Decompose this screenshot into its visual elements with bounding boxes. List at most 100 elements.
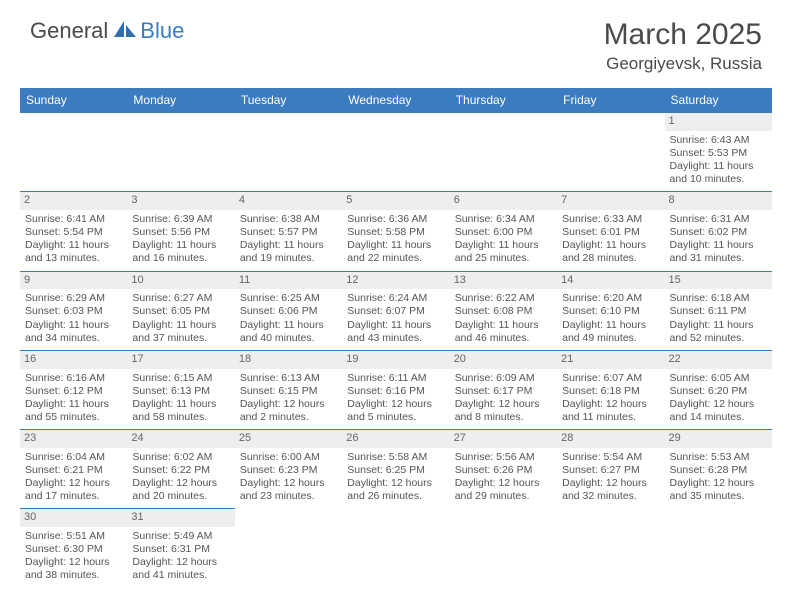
sunset-text: Sunset: 6:31 PM	[132, 543, 229, 556]
calendar-cell: 21Sunrise: 6:07 AMSunset: 6:18 PMDayligh…	[557, 350, 664, 429]
day-number: 3	[127, 192, 234, 210]
calendar-cell: 1Sunrise: 6:43 AMSunset: 5:53 PMDaylight…	[665, 113, 772, 192]
sunset-text: Sunset: 6:26 PM	[455, 464, 552, 477]
calendar-cell	[127, 113, 234, 192]
calendar-cell	[342, 509, 449, 588]
sunset-text: Sunset: 6:13 PM	[132, 385, 229, 398]
day-number: 12	[342, 272, 449, 290]
daylight-text: Daylight: 12 hours and 14 minutes.	[670, 398, 767, 424]
sunrise-text: Sunrise: 6:27 AM	[132, 292, 229, 305]
sail-icon	[112, 19, 138, 44]
sunrise-text: Sunrise: 6:36 AM	[347, 213, 444, 226]
day-number: 14	[557, 272, 664, 290]
sunrise-text: Sunrise: 6:05 AM	[670, 372, 767, 385]
calendar-cell: 23Sunrise: 6:04 AMSunset: 6:21 PMDayligh…	[20, 430, 127, 509]
day-number: 22	[665, 351, 772, 369]
daylight-text: Daylight: 12 hours and 41 minutes.	[132, 556, 229, 582]
calendar-cell: 25Sunrise: 6:00 AMSunset: 6:23 PMDayligh…	[235, 430, 342, 509]
sunrise-text: Sunrise: 5:49 AM	[132, 530, 229, 543]
sunset-text: Sunset: 6:00 PM	[455, 226, 552, 239]
calendar-cell: 15Sunrise: 6:18 AMSunset: 6:11 PMDayligh…	[665, 271, 772, 350]
daylight-text: Daylight: 11 hours and 28 minutes.	[562, 239, 659, 265]
day-number: 21	[557, 351, 664, 369]
day-number: 24	[127, 430, 234, 448]
calendar-cell: 5Sunrise: 6:36 AMSunset: 5:58 PMDaylight…	[342, 192, 449, 271]
daylight-text: Daylight: 11 hours and 16 minutes.	[132, 239, 229, 265]
calendar-cell	[557, 509, 664, 588]
day-number: 6	[450, 192, 557, 210]
weekday-header: Tuesday	[235, 88, 342, 113]
daylight-text: Daylight: 12 hours and 20 minutes.	[132, 477, 229, 503]
header: General Blue March 2025 Georgiyevsk, Rus…	[0, 0, 792, 82]
sunrise-text: Sunrise: 5:51 AM	[25, 530, 122, 543]
sunrise-text: Sunrise: 6:33 AM	[562, 213, 659, 226]
calendar-cell: 14Sunrise: 6:20 AMSunset: 6:10 PMDayligh…	[557, 271, 664, 350]
sunset-text: Sunset: 6:21 PM	[25, 464, 122, 477]
sunset-text: Sunset: 5:57 PM	[240, 226, 337, 239]
sunrise-text: Sunrise: 6:41 AM	[25, 213, 122, 226]
day-number: 11	[235, 272, 342, 290]
logo-text-general: General	[30, 18, 108, 44]
sunrise-text: Sunrise: 5:53 AM	[670, 451, 767, 464]
daylight-text: Daylight: 12 hours and 35 minutes.	[670, 477, 767, 503]
daylight-text: Daylight: 11 hours and 13 minutes.	[25, 239, 122, 265]
location: Georgiyevsk, Russia	[604, 54, 762, 74]
sunrise-text: Sunrise: 6:07 AM	[562, 372, 659, 385]
weekday-header: Monday	[127, 88, 234, 113]
sunset-text: Sunset: 5:58 PM	[347, 226, 444, 239]
daylight-text: Daylight: 11 hours and 34 minutes.	[25, 319, 122, 345]
sunrise-text: Sunrise: 6:04 AM	[25, 451, 122, 464]
daylight-text: Daylight: 12 hours and 26 minutes.	[347, 477, 444, 503]
calendar-cell	[342, 113, 449, 192]
calendar-cell: 4Sunrise: 6:38 AMSunset: 5:57 PMDaylight…	[235, 192, 342, 271]
daylight-text: Daylight: 12 hours and 38 minutes.	[25, 556, 122, 582]
title-block: March 2025 Georgiyevsk, Russia	[604, 18, 762, 74]
calendar-row: 23 Sunrise: 6:04 AMSunset: 6:21 PM Dayligh…	[20, 430, 772, 509]
calendar-cell: 29Sunrise: 5:53 AMSunset: 6:28 PMDayligh…	[665, 430, 772, 509]
day-number: 2	[20, 192, 127, 210]
sunset-text: Sunset: 6:06 PM	[240, 305, 337, 318]
day-number: 7	[557, 192, 664, 210]
calendar-cell: 28Sunrise: 5:54 AMSunset: 6:27 PMDayligh…	[557, 430, 664, 509]
daylight-text: Daylight: 11 hours and 40 minutes.	[240, 319, 337, 345]
sunset-text: Sunset: 6:05 PM	[132, 305, 229, 318]
day-number: 23	[20, 430, 127, 448]
daylight-text: Daylight: 12 hours and 23 minutes.	[240, 477, 337, 503]
day-number: 19	[342, 351, 449, 369]
sunset-text: Sunset: 6:18 PM	[562, 385, 659, 398]
daylight-text: Daylight: 11 hours and 22 minutes.	[347, 239, 444, 265]
logo: General Blue	[30, 18, 184, 44]
calendar-cell: 24Sunrise: 6:02 AMSunset: 6:22 PMDayligh…	[127, 430, 234, 509]
calendar-cell: 30Sunrise: 5:51 AMSunset: 6:30 PMDayligh…	[20, 509, 127, 588]
sunrise-text: Sunrise: 6:00 AM	[240, 451, 337, 464]
sunrise-text: Sunrise: 6:22 AM	[455, 292, 552, 305]
calendar-row: 9Sunrise: 6:29 AMSunset: 6:03 PMDaylight…	[20, 271, 772, 350]
calendar-cell: 11Sunrise: 6:25 AMSunset: 6:06 PMDayligh…	[235, 271, 342, 350]
sunrise-text: Sunrise: 6:38 AM	[240, 213, 337, 226]
calendar-row: 30Sunrise: 5:51 AMSunset: 6:30 PMDayligh…	[20, 509, 772, 588]
calendar-cell: 18Sunrise: 6:13 AMSunset: 6:15 PMDayligh…	[235, 350, 342, 429]
day-number: 8	[665, 192, 772, 210]
calendar-cell: 9Sunrise: 6:29 AMSunset: 6:03 PMDaylight…	[20, 271, 127, 350]
sunset-text: Sunset: 6:22 PM	[132, 464, 229, 477]
day-number: 27	[450, 430, 557, 448]
calendar-cell: 6Sunrise: 6:34 AMSunset: 6:00 PMDaylight…	[450, 192, 557, 271]
month-title: March 2025	[604, 18, 762, 52]
daylight-text: Daylight: 11 hours and 19 minutes.	[240, 239, 337, 265]
calendar-cell: 17Sunrise: 6:15 AMSunset: 6:13 PMDayligh…	[127, 350, 234, 429]
sunrise-text: Sunrise: 6:31 AM	[670, 213, 767, 226]
calendar-cell: 8Sunrise: 6:31 AMSunset: 6:02 PMDaylight…	[665, 192, 772, 271]
daylight-text: Daylight: 12 hours and 8 minutes.	[455, 398, 552, 424]
calendar-row: 2Sunrise: 6:41 AMSunset: 5:54 PMDaylight…	[20, 192, 772, 271]
sunrise-text: Sunrise: 6:18 AM	[670, 292, 767, 305]
sunrise-text: Sunrise: 5:58 AM	[347, 451, 444, 464]
sunrise-text: Sunrise: 6:24 AM	[347, 292, 444, 305]
calendar-cell: 10Sunrise: 6:27 AMSunset: 6:05 PMDayligh…	[127, 271, 234, 350]
daylight-text: Daylight: 12 hours and 5 minutes.	[347, 398, 444, 424]
sunrise-text: Sunrise: 6:39 AM	[132, 213, 229, 226]
day-number: 26	[342, 430, 449, 448]
day-number: 30	[20, 509, 127, 527]
day-number: 18	[235, 351, 342, 369]
sunset-text: Sunset: 6:20 PM	[670, 385, 767, 398]
day-number: 9	[20, 272, 127, 290]
